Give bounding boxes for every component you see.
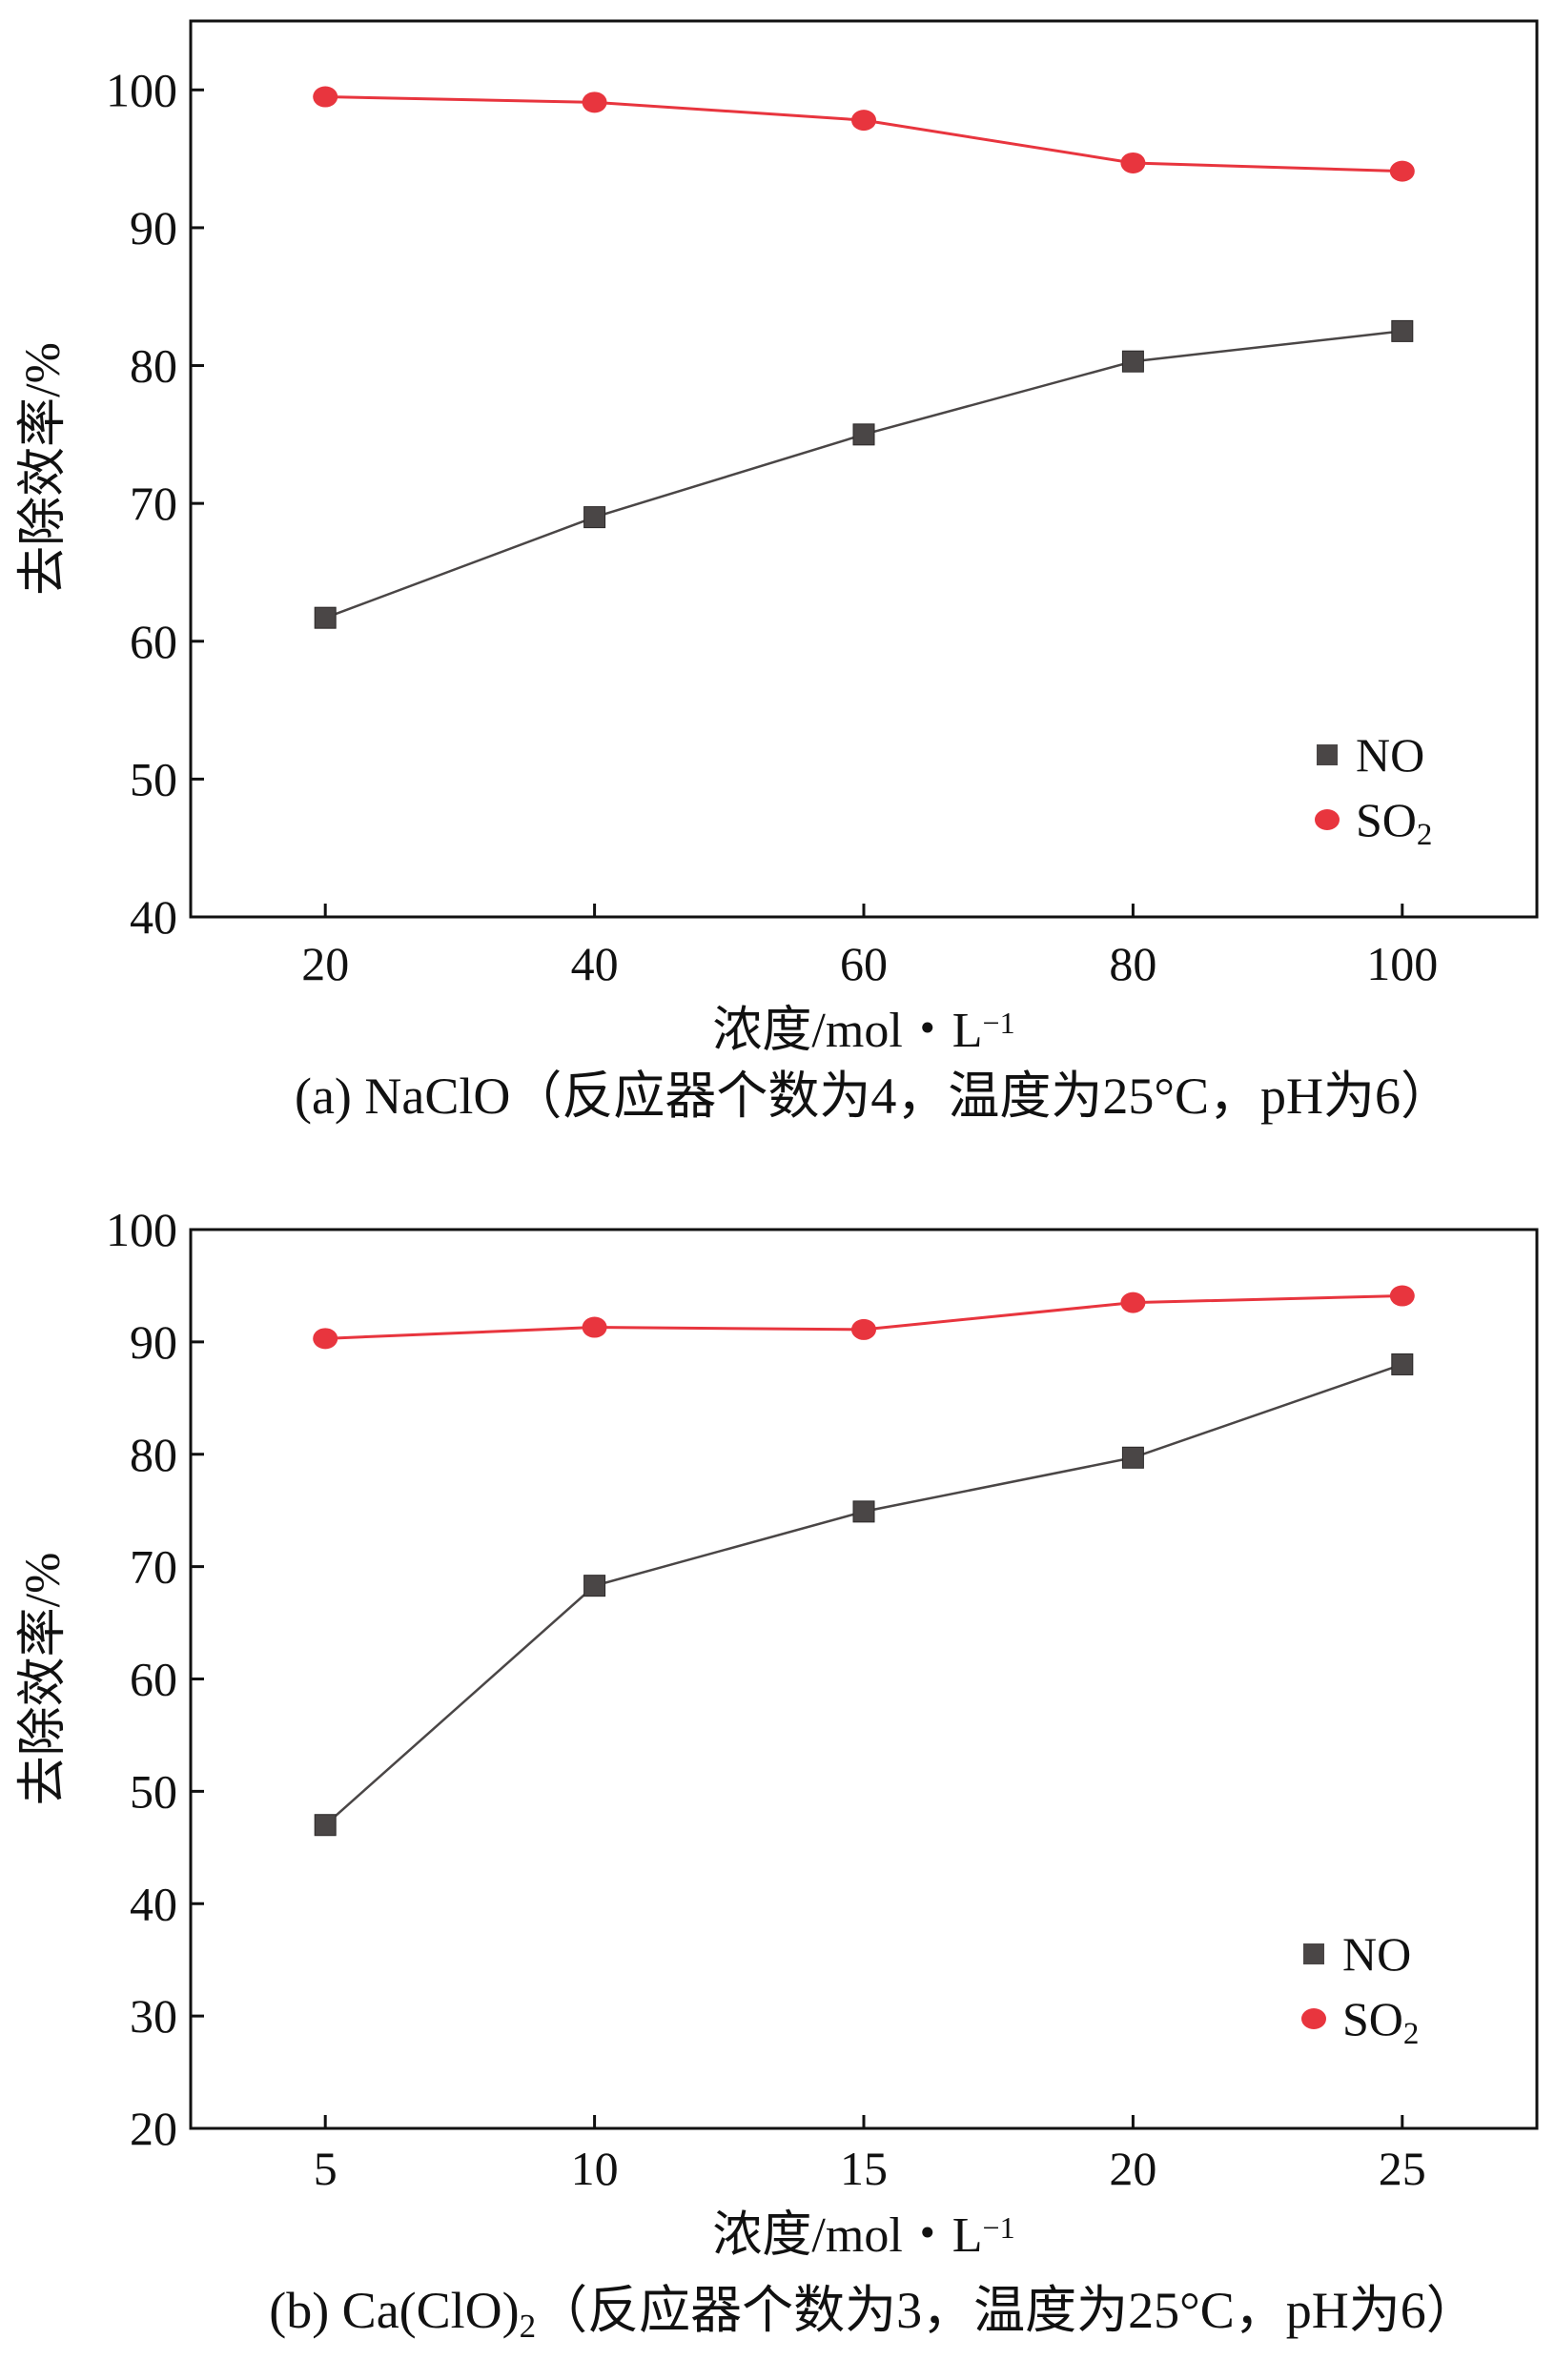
data-point-no: [1121, 1446, 1144, 1469]
x-tick-label: 100: [1366, 937, 1438, 990]
y-tick-label: 100: [106, 63, 177, 116]
data-point-so2: [313, 1328, 338, 1350]
legend-marker-no: [1303, 1943, 1324, 1964]
y-tick-label: 50: [130, 1764, 177, 1818]
legend-marker-so2: [1301, 2008, 1326, 2029]
data-point-so2: [851, 1318, 876, 1340]
y-tick-label: 20: [130, 2102, 177, 2155]
legend-label-so2: SO2: [1356, 793, 1432, 852]
y-tick-label: 90: [130, 201, 177, 254]
y-tick-label: 70: [130, 477, 177, 530]
data-point-so2: [851, 110, 876, 132]
x-tick-label: 20: [301, 937, 349, 990]
data-point-no: [852, 423, 875, 446]
data-point-so2: [1389, 1285, 1415, 1307]
data-point-no: [1391, 1353, 1414, 1375]
x-axis-label: 浓度/mol・L−1: [712, 1004, 1014, 1058]
data-point-so2: [1120, 152, 1146, 173]
legend-marker-no: [1317, 744, 1338, 765]
plot-frame: [189, 19, 1539, 919]
y-tick-label: 40: [130, 1877, 177, 1930]
data-point-no: [1391, 319, 1414, 342]
x-tick-label: 80: [1109, 937, 1156, 990]
y-tick-label: 30: [130, 1989, 177, 2043]
y-tick-label: 100: [106, 1203, 177, 1256]
legend-label-so2: SO2: [1342, 1992, 1419, 2051]
data-point-no: [314, 606, 337, 629]
series-line-no: [324, 1363, 1403, 1826]
y-tick-label: 50: [130, 752, 177, 805]
data-point-no: [583, 506, 606, 529]
x-tick-label: 15: [840, 2142, 888, 2195]
plot-frame: [189, 1228, 1539, 2130]
y-tick-label: 60: [130, 615, 177, 668]
y-tick-label: 60: [130, 1653, 177, 1706]
x-tick-label: 20: [1109, 2142, 1156, 2195]
figure-caption: (b) Ca(ClO)2（反应器个数为3，温度为25°C，pH为6）: [269, 2282, 1478, 2345]
y-tick-label: 80: [130, 339, 177, 393]
data-point-no: [852, 1500, 875, 1523]
x-tick-label: 25: [1379, 2142, 1426, 2195]
series-line-so2: [325, 95, 1402, 173]
panel-a: 40 50 60 70 80 90 100 20 40 60 80 100 浓度/mol・L−1 去除效率…: [16, 19, 1539, 1125]
legend-marker-so2: [1315, 809, 1340, 830]
x-tick-label: 5: [314, 2142, 338, 2195]
data-point-so2: [1389, 160, 1415, 182]
series-line-no: [324, 330, 1402, 620]
data-point-so2: [582, 1316, 607, 1338]
data-point-no: [314, 1814, 337, 1837]
y-tick-label: 70: [130, 1540, 177, 1594]
figure-caption: (a) NaClO（反应器个数为4，温度为25°C，pH为6）: [295, 1068, 1452, 1125]
data-point-so2: [1120, 1292, 1146, 1313]
x-tick-label: 10: [571, 2142, 619, 2195]
data-point-no: [1121, 350, 1144, 373]
panel-b: 20 30 40 50 60 70 80 90 100 5 10 15 20 25 浓度/mol・L−1 去除…: [16, 1203, 1539, 2345]
data-point-no: [583, 1575, 606, 1597]
x-tick-label: 60: [840, 937, 888, 990]
y-axis-label: 去除效率/%: [16, 1553, 71, 1806]
x-axis-label: 浓度/mol・L−1: [712, 2208, 1014, 2263]
data-point-so2: [582, 92, 607, 113]
legend-label-no: NO: [1342, 1927, 1411, 1981]
y-tick-label: 90: [130, 1315, 177, 1369]
y-axis-label: 去除效率/%: [16, 342, 71, 596]
data-point-so2: [313, 86, 338, 108]
y-tick-label: 40: [130, 890, 177, 944]
x-tick-label: 40: [571, 937, 619, 990]
legend-label-no: NO: [1356, 728, 1424, 782]
y-tick-label: 80: [130, 1428, 177, 1481]
